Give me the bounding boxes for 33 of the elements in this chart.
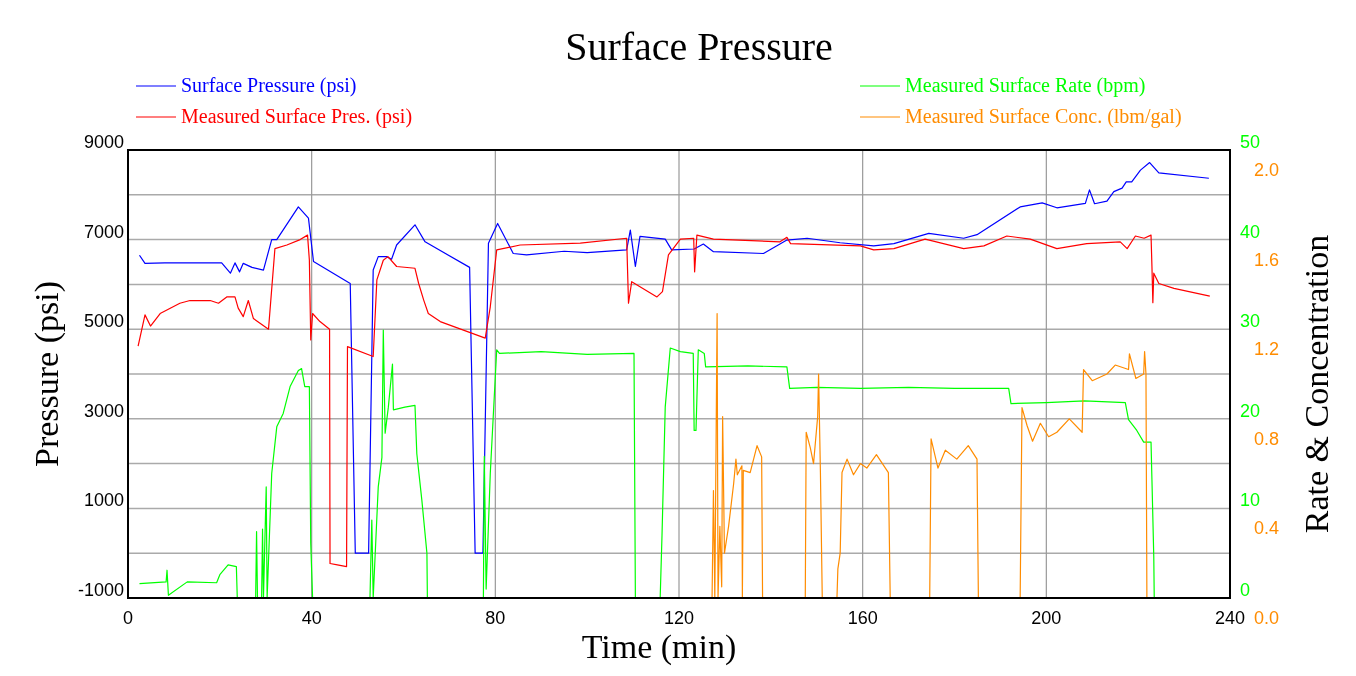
y2-tick-label: 30 [1240, 311, 1261, 332]
x-tick-label: 80 [485, 608, 506, 628]
legend-label: Measured Surface Pres. (psi) [181, 105, 413, 128]
x-tick-label: 120 [663, 608, 695, 628]
y-tick-label: 5000 [83, 311, 124, 332]
legend-label: Measured Surface Conc. (lbm/gal) [905, 105, 1182, 128]
y2-tick-label: 0 [1240, 580, 1251, 600]
x-axis-title: Time (min) [581, 628, 737, 666]
y2-tick-label: 10 [1240, 490, 1261, 511]
x-tick-label: 200 [1031, 608, 1062, 628]
x-tick-label: 240 [1214, 608, 1246, 628]
x-tick-label: 0 [122, 608, 134, 628]
y2-tick-label: 20 [1240, 400, 1261, 421]
y3-tick-label: 2.0 [1254, 160, 1280, 180]
y-tick-label: 7000 [83, 221, 124, 242]
y-tick-label: 3000 [83, 400, 124, 421]
legend-label: Measured Surface Rate (bpm) [905, 74, 1146, 97]
y3-tick-label: 0.8 [1254, 428, 1280, 449]
y2-axis-title: Rate & Concentration [1298, 234, 1335, 534]
y-tick-label: 1000 [83, 490, 124, 511]
chart-title: Surface Pressure [565, 24, 833, 69]
y-tick-label: -1000 [77, 580, 124, 600]
legend-label: Surface Pressure (psi) [181, 74, 357, 97]
y-axis-title: Pressure (psi) [28, 280, 66, 468]
y2-tick-label: 50 [1240, 132, 1261, 152]
y3-tick-label: 1.6 [1254, 249, 1280, 270]
y3-tick-label: 0.0 [1254, 608, 1280, 628]
y3-tick-label: 0.4 [1254, 518, 1280, 539]
y3-tick-label: 1.2 [1254, 339, 1280, 360]
y-tick-label: 9000 [83, 132, 124, 152]
y2-tick-label: 40 [1240, 221, 1261, 242]
x-tick-label: 160 [847, 608, 878, 628]
x-tick-label: 40 [301, 608, 322, 628]
